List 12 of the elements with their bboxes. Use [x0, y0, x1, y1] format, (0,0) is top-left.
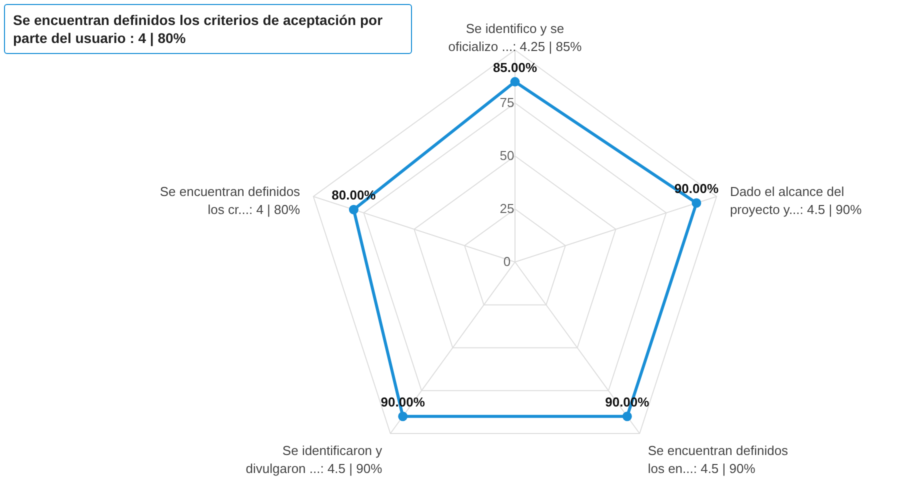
spoke-label: Se encuentran definidos los en...: 4.5 | 90% — [648, 442, 789, 476]
y-tick-label: 25 — [500, 201, 514, 216]
data-label: 90.00% — [674, 181, 719, 196]
spoke-label: Se identifico y se oficializo ...: 4.25 | 85% — [448, 21, 582, 54]
y-tick-label: 75 — [500, 95, 514, 110]
spoke-label: Se identificaron y divulgaron ...: 4.5 | 90% — [246, 442, 383, 476]
text: Se encuentran definidos los criterios de aceptación por parte del usuario : 4 | 80% — [4, 4, 412, 54]
y-tick-label: 50 — [500, 148, 514, 163]
spoke-label: Se encuentran definidos los cr...: 4 | 80% — [160, 184, 301, 218]
data-label: 85.00% — [492, 60, 538, 75]
spoke-label: Dado el alcance del proyecto y...: 4.5 | 90% — [730, 184, 862, 218]
y-tick-label: 0 — [503, 254, 511, 269]
